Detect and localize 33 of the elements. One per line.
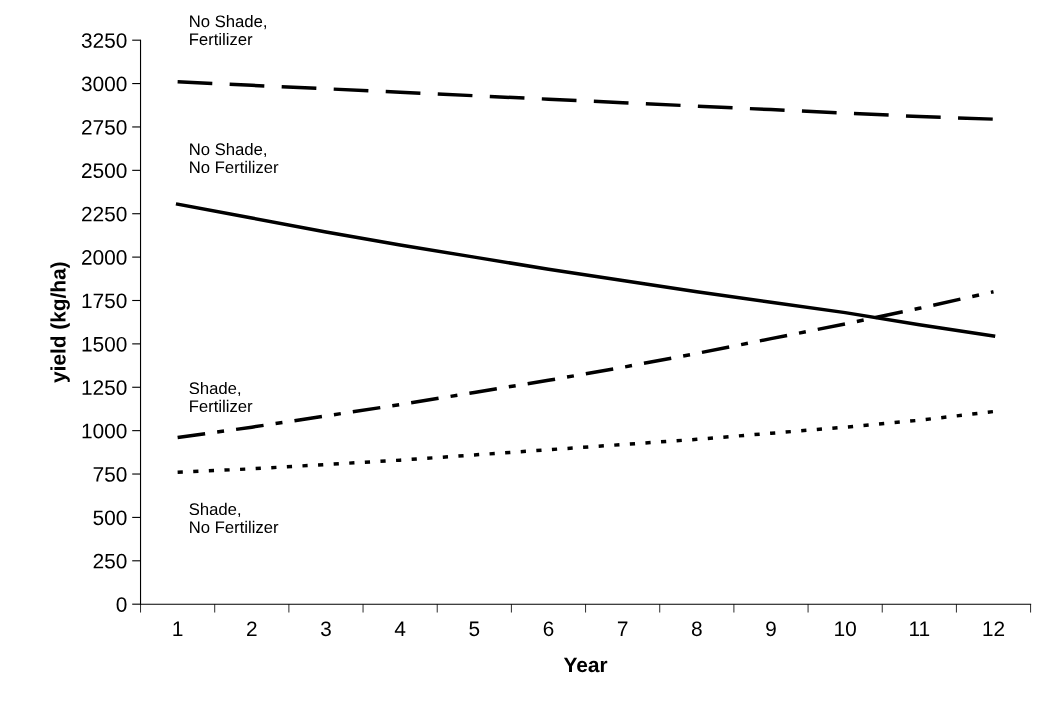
y-tick-label: 2250 <box>82 206 127 222</box>
series-label: Shade, No Fertilizer <box>189 502 279 534</box>
x-tick-label: 6 <box>543 621 554 637</box>
x-tick-label: 8 <box>691 621 702 637</box>
y-tick-label: 1750 <box>82 293 127 309</box>
series-label: Shade, Fertilizer <box>189 381 253 413</box>
y-tick-label: 750 <box>93 467 127 482</box>
y-tick-label: 3000 <box>81 76 127 92</box>
x-tick-label: 4 <box>394 621 406 636</box>
y-tick-label: 250 <box>93 553 127 569</box>
x-tick-label: 5 <box>469 621 480 637</box>
y-tick-label: 2500 <box>82 163 127 179</box>
line-series <box>175 80 996 121</box>
y-tick-label: 2750 <box>82 119 127 135</box>
x-tick-label: 11 <box>910 621 930 636</box>
text: No Shade, Fertilizer <box>190 15 266 46</box>
y-tick-label: 3250 <box>81 33 127 48</box>
y-tick-label: 2000 <box>82 250 127 265</box>
x-tick-label: 12 <box>983 621 1005 636</box>
y-tick-label: 1250 <box>82 380 127 396</box>
y-tick-label: 500 <box>93 510 127 526</box>
x-tick-label: 3 <box>320 621 331 637</box>
x-tick-label: 1 <box>173 621 183 636</box>
y-tick-label: 1500 <box>82 336 127 352</box>
series-label: No Shade, No Fertilizer <box>190 142 279 174</box>
x-tick-label: 7 <box>617 621 628 636</box>
y-axis-title: yield (kg/ha) <box>50 262 70 383</box>
x-tick-label: 9 <box>766 621 776 637</box>
x-tick-label: 10 <box>835 621 856 637</box>
y-tick-label: 1000 <box>82 423 127 439</box>
x-tick-label: 2 <box>247 621 257 636</box>
y-tick-label: 0 <box>116 597 127 612</box>
x-axis-title: Year <box>563 657 608 673</box>
